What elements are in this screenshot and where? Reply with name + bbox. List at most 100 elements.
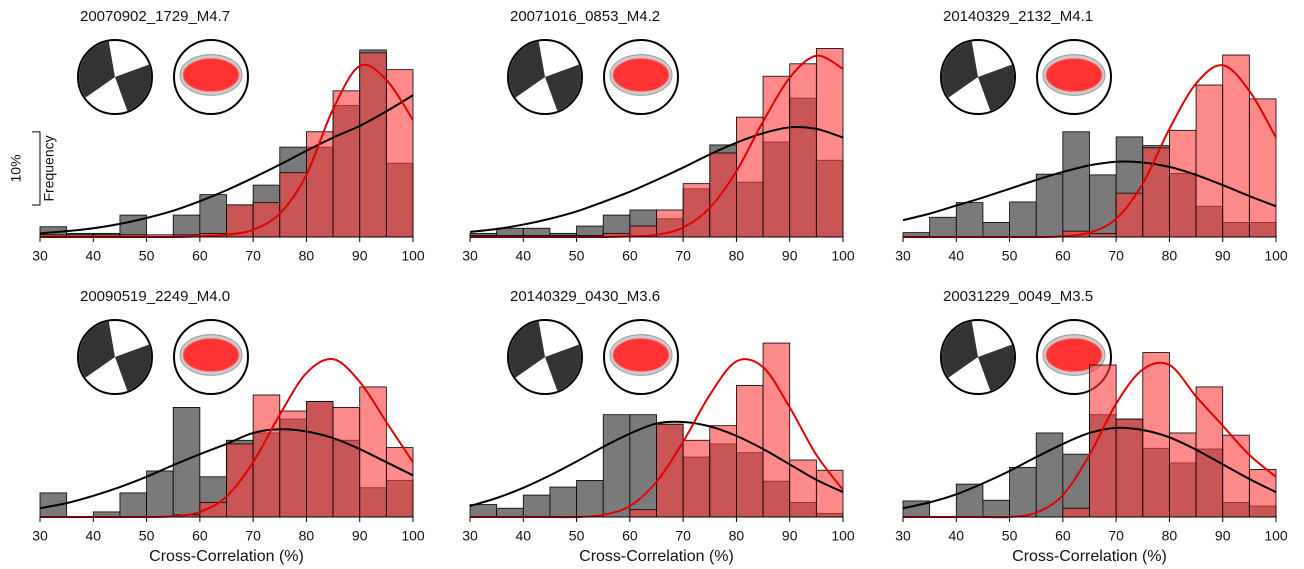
scale-bar <box>32 131 41 206</box>
bar <box>955 202 984 238</box>
x-tick-label: 30 <box>895 248 911 264</box>
bar <box>682 183 711 238</box>
mechanism-icons <box>507 319 679 395</box>
beachball-quadrant <box>508 41 545 98</box>
bar <box>789 459 817 518</box>
y-axis-label: Frequency <box>41 135 57 201</box>
x-tick-label: 90 <box>352 528 368 544</box>
x-tick-label: 50 <box>569 528 585 544</box>
bar <box>1009 466 1037 518</box>
x-tick-label: 100 <box>401 248 425 264</box>
x-tick-label: 80 <box>1162 248 1178 264</box>
mechanism-icons <box>940 319 1112 395</box>
x-tick-label: 50 <box>139 528 155 544</box>
bar <box>1115 418 1144 518</box>
bar <box>629 414 657 518</box>
x-tick-label: 100 <box>831 248 855 264</box>
bar <box>119 492 147 518</box>
beachball-quadrant <box>941 321 978 378</box>
bar <box>279 410 307 518</box>
fit-curve <box>902 426 1277 510</box>
bar <box>306 401 334 518</box>
x-tick-label: 70 <box>245 528 261 544</box>
fit-curve <box>469 420 844 507</box>
bar <box>602 414 631 518</box>
x-tick-label: 80 <box>299 528 315 544</box>
x-tick-label: 40 <box>85 528 101 544</box>
x-tick-label: 90 <box>1215 248 1231 264</box>
bar <box>629 509 657 518</box>
x-tick-label: 100 <box>1264 528 1288 544</box>
x-tick-label: 40 <box>948 528 964 544</box>
x-tick-label: 70 <box>1108 528 1124 544</box>
x-tick-label: 80 <box>729 528 745 544</box>
bar <box>252 202 281 238</box>
bar <box>1248 469 1277 518</box>
bar <box>172 406 201 518</box>
chart-title: 20140329_0430_M3.6 <box>510 288 660 305</box>
bar <box>815 48 844 238</box>
x-axis-label: Cross-Correlation (%) <box>1012 548 1167 565</box>
x-tick-label: 90 <box>352 248 368 264</box>
bar <box>1222 54 1250 238</box>
bar <box>306 131 334 238</box>
bar <box>385 447 414 518</box>
x-tick-label: 90 <box>782 528 798 544</box>
bar <box>789 63 817 238</box>
bar <box>762 342 791 518</box>
beachball-solutions <box>182 57 240 93</box>
bar <box>1142 352 1170 518</box>
bar <box>522 494 551 518</box>
bar <box>1248 98 1277 238</box>
chart-title: 20031229_0049_M3.5 <box>943 288 1093 305</box>
x-tick-label: 40 <box>948 248 964 264</box>
x-tick-label: 90 <box>782 248 798 264</box>
x-tick-label: 50 <box>1002 248 1018 264</box>
bar <box>656 423 684 518</box>
beachball-quadrant <box>79 321 115 378</box>
bar <box>1035 173 1064 238</box>
bar <box>982 221 1010 238</box>
bar <box>1169 432 1197 518</box>
x-tick-label: 60 <box>622 528 638 544</box>
x-tick-label: 30 <box>462 528 478 544</box>
x-tick-label: 80 <box>729 248 745 264</box>
x-tick-label: 70 <box>245 248 261 264</box>
beachball-quadrant <box>941 41 978 98</box>
bar <box>1169 129 1197 238</box>
bar <box>762 75 791 238</box>
x-tick-label: 40 <box>515 248 531 264</box>
bar <box>1062 507 1090 518</box>
fit-curve <box>902 160 1277 222</box>
bar <box>1089 232 1117 238</box>
beachball-quadrant <box>79 41 115 98</box>
fit-curve <box>39 428 414 510</box>
chart-title: 20070902_1729_M4.7 <box>80 8 230 25</box>
x-tick-label: 40 <box>515 528 531 544</box>
x-tick-label: 30 <box>32 528 48 544</box>
x-tick-label: 30 <box>462 248 478 264</box>
x-tick-label: 60 <box>192 248 208 264</box>
x-axis-label: Cross-Correlation (%) <box>149 548 304 565</box>
bar <box>576 480 604 518</box>
mechanism-icons <box>77 39 249 115</box>
bar <box>385 69 414 238</box>
fit-curve <box>469 126 844 233</box>
x-tick-label: 30 <box>895 528 911 544</box>
beachball-solutions <box>182 337 240 373</box>
bar <box>496 507 524 518</box>
beachball-solutions <box>612 57 670 93</box>
bar <box>146 470 174 518</box>
bar <box>1195 84 1224 238</box>
x-tick-label: 50 <box>139 248 155 264</box>
x-axis-label: Cross-Correlation (%) <box>579 548 734 565</box>
bar <box>736 385 764 518</box>
x-tick-label: 100 <box>1264 248 1288 264</box>
x-tick-label: 100 <box>831 528 855 544</box>
x-tick-label: 100 <box>401 528 425 544</box>
bar <box>815 469 844 518</box>
bar <box>332 406 361 518</box>
bar <box>332 90 361 238</box>
beachball-solutions <box>1045 337 1103 373</box>
x-tick-label: 30 <box>32 248 48 264</box>
